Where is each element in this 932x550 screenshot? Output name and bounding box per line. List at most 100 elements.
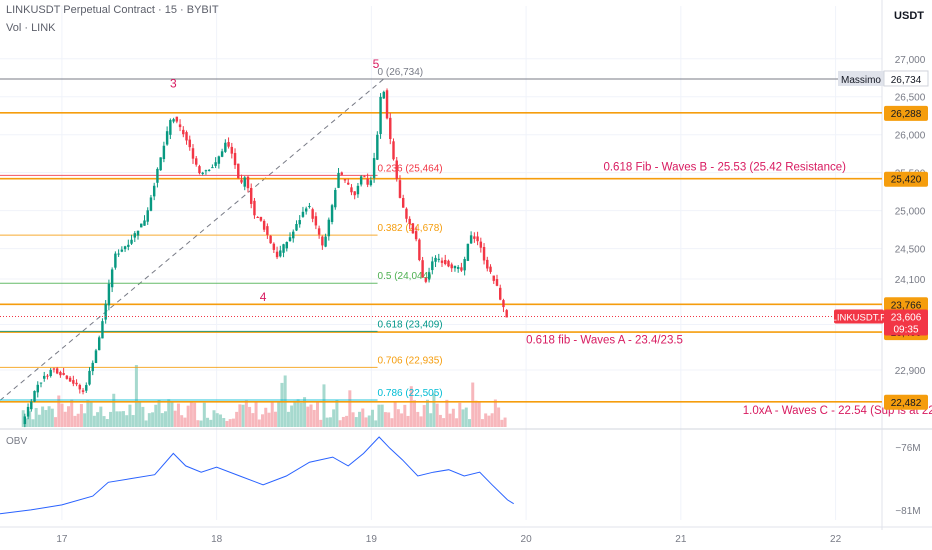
volume-bar	[99, 406, 103, 427]
volume-bar	[416, 411, 420, 427]
fib-level-label: 0.786 (22,505)	[378, 388, 443, 399]
volume-bar	[354, 417, 358, 427]
volume-bar	[393, 402, 397, 427]
candle-body	[185, 132, 188, 141]
volume-bar	[209, 419, 213, 427]
volume-bar	[173, 410, 177, 427]
candle-body	[308, 205, 311, 208]
candle-body	[347, 182, 350, 185]
price-tick-label: 24,500	[895, 245, 926, 256]
candle-body	[130, 239, 133, 244]
candle-body	[162, 145, 166, 160]
candle-body	[298, 220, 301, 225]
candle-body	[49, 369, 52, 377]
candle-body	[266, 226, 269, 235]
volume-bar	[144, 420, 148, 427]
candle-body	[214, 162, 217, 166]
volume-bar	[309, 404, 313, 427]
candle-body	[363, 176, 366, 178]
candle-body	[237, 163, 240, 179]
volume-bar	[497, 407, 501, 427]
candle-body	[269, 235, 272, 244]
volume-bar	[477, 401, 481, 427]
candle-body	[456, 267, 460, 269]
trend-line	[0, 78, 385, 401]
volume-bar	[109, 411, 113, 427]
candle-body	[366, 178, 369, 185]
candle-body	[469, 235, 473, 244]
volume-bar	[316, 401, 320, 427]
candle-body	[437, 258, 440, 260]
volume-bar	[241, 404, 245, 427]
volume-bar	[413, 400, 417, 427]
currency-label[interactable]: USDT	[894, 10, 924, 22]
volume-bar	[484, 413, 488, 427]
candle-body	[401, 197, 405, 208]
volume-bar	[400, 413, 404, 427]
annotation-text: 0.618 fib - Waves A - 23.4/23.5	[526, 334, 683, 346]
candle-body	[43, 375, 46, 379]
candle-body	[140, 223, 143, 228]
candle-body	[486, 259, 489, 269]
volume-bar	[215, 413, 219, 427]
candle-body	[97, 337, 101, 351]
volume-bar	[212, 410, 216, 427]
candle-body	[33, 390, 36, 402]
candle-body	[230, 146, 234, 154]
candle-body	[262, 220, 266, 230]
volume-bar	[361, 408, 365, 427]
candle-body	[207, 169, 211, 171]
candle-body	[275, 251, 279, 258]
candle-body	[204, 170, 208, 172]
wave-label: 4	[260, 290, 267, 304]
volume-bar	[445, 399, 449, 427]
candle-body	[127, 244, 130, 247]
volume-bar	[422, 405, 426, 427]
candle-body	[369, 180, 373, 186]
candle-body	[418, 239, 421, 261]
candle-body	[395, 160, 398, 179]
candle-body	[165, 131, 169, 145]
candle-body	[23, 416, 27, 425]
candle-body	[499, 287, 502, 300]
volume-bar	[235, 411, 239, 427]
candle-body	[26, 406, 30, 417]
volume-bar	[448, 413, 452, 427]
volume-bar	[225, 420, 229, 427]
symbol-badge: LINKUSDT.P	[832, 312, 887, 323]
candle-body	[55, 368, 59, 374]
volume-bar	[458, 402, 462, 427]
candle-body	[301, 211, 305, 217]
volume-bar	[28, 411, 32, 427]
candle-body	[120, 249, 124, 252]
volume-bar	[79, 403, 83, 427]
volume-bar	[218, 414, 222, 427]
price-tick-label: 24,100	[895, 275, 926, 286]
candle-body	[408, 218, 411, 224]
fib-level-label: 0.618 (23,409)	[378, 319, 443, 330]
volume-bar	[367, 415, 371, 427]
candle-body	[149, 197, 153, 211]
obv-title: OBV	[6, 436, 28, 447]
volume-bar	[425, 399, 429, 427]
candle-body	[91, 362, 94, 372]
candle-body	[195, 158, 198, 165]
candle-body	[224, 142, 227, 152]
volume-title: Vol · LINK	[6, 22, 56, 34]
candle-body	[220, 151, 224, 157]
volume-bar	[293, 400, 297, 427]
volume-bar	[102, 416, 106, 427]
volume-bar	[325, 417, 329, 427]
volume-bar	[21, 410, 25, 427]
volume-bar	[341, 416, 345, 427]
candle-body	[495, 279, 499, 286]
volume-bar	[86, 400, 90, 427]
candle-body	[85, 385, 88, 391]
volume-bar	[254, 401, 258, 427]
candle-body	[104, 303, 107, 320]
volume-bar	[180, 415, 184, 427]
candle-body	[337, 172, 340, 188]
candle-body	[136, 230, 140, 236]
volume-bar	[290, 405, 294, 427]
